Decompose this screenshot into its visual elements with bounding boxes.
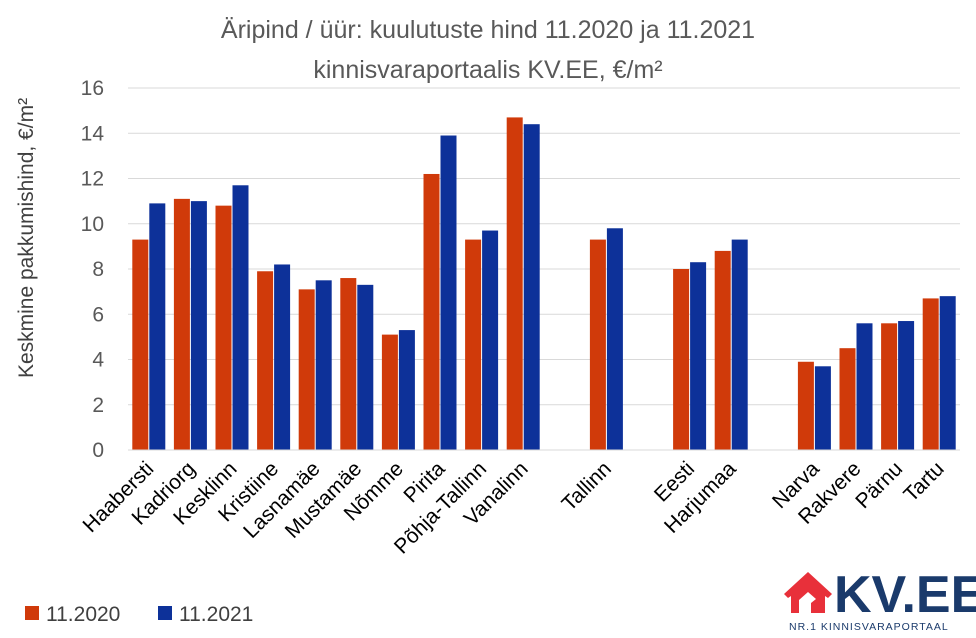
bar-11.2021-Rakvere <box>856 323 873 450</box>
legend: 11.2020 11.2021 <box>25 603 253 626</box>
y-axis-label: Keskmine pakkumishind, €/m² <box>15 98 38 378</box>
bar-11.2021-Pirita <box>440 135 457 450</box>
bar-11.2021-Kristiine <box>274 264 291 450</box>
chart-title-line1: Äripind / üür: kuulutuste hind 11.2020 j… <box>221 16 755 44</box>
bar-11.2020-Kadriorg <box>173 198 190 450</box>
bar-11.2020-Põhja-Tallinn <box>465 239 482 450</box>
bar-11.2020-Tartu <box>922 298 939 450</box>
bar-11.2020-Eesti <box>673 269 690 450</box>
y-tick-label: 12 <box>81 168 104 191</box>
bar-11.2020-Pärnu <box>881 323 898 450</box>
bar-11.2021-Mustamäe <box>357 284 374 450</box>
x-axis-category-labels: HaaberstiKadriorgKesklinnKristiineLasnam… <box>79 457 949 559</box>
legend-swatch-2020 <box>25 606 39 620</box>
x-tick-label: Tallinn <box>558 457 616 515</box>
gridlines <box>128 87 960 406</box>
bar-11.2020-Kesklinn <box>215 205 232 450</box>
bar-11.2021-Pärnu <box>898 321 915 450</box>
bar-11.2021-Kadriorg <box>190 201 207 450</box>
house-icon <box>784 572 832 613</box>
bar-11.2020-Harjumaa <box>714 250 731 450</box>
y-tick-label: 8 <box>92 258 104 281</box>
kv-ee-logo: KV.EE NR.1 KINNISVARAPORTAAL <box>784 566 976 633</box>
bar-11.2021-Tallinn <box>606 228 623 450</box>
bar-11.2021-Nõmme <box>398 330 415 450</box>
chart-title-line2: kinnisvaraportaalis KV.EE, €/m² <box>313 56 662 84</box>
bars <box>132 117 956 450</box>
y-tick-label: 2 <box>92 394 104 417</box>
y-tick-label: 0 <box>92 439 104 462</box>
bar-11.2021-Haabersti <box>149 203 166 450</box>
bar-11.2020-Nõmme <box>381 334 398 450</box>
bar-11.2021-Harjumaa <box>731 239 748 450</box>
y-axis-ticks: 0 2 4 6 8 10 12 14 16 <box>81 77 105 462</box>
bar-11.2020-Vanalinn <box>506 117 523 450</box>
bar-11.2020-Tallinn <box>589 239 606 450</box>
y-tick-label: 10 <box>81 213 104 236</box>
y-tick-label: 14 <box>81 122 105 145</box>
logo-wordmark: KV.EE <box>834 566 976 624</box>
bar-11.2020-Narva <box>797 361 814 450</box>
bar-11.2020-Rakvere <box>839 348 856 450</box>
bar-11.2020-Kristiine <box>257 271 274 450</box>
bar-11.2020-Lasnamäe <box>298 289 315 450</box>
bar-11.2021-Eesti <box>690 262 707 450</box>
legend-label-2021: 11.2021 <box>179 603 253 626</box>
legend-swatch-2021 <box>158 606 172 620</box>
y-tick-label: 16 <box>81 77 104 100</box>
y-tick-label: 4 <box>92 349 104 372</box>
bar-11.2020-Haabersti <box>132 239 149 450</box>
chart-title: Äripind / üür: kuulutuste hind 11.2020 j… <box>221 16 755 84</box>
logo-tagline: NR.1 KINNISVARAPORTAAL <box>789 621 949 633</box>
bar-11.2021-Tartu <box>939 296 956 450</box>
bar-11.2021-Põhja-Tallinn <box>482 230 499 450</box>
bar-11.2020-Pirita <box>423 173 440 450</box>
x-tick-label: Tartu <box>899 457 948 506</box>
x-tick-label: Pärnu <box>851 457 907 513</box>
bar-11.2021-Narva <box>814 366 831 450</box>
bar-11.2021-Vanalinn <box>523 124 540 450</box>
bar-11.2021-Lasnamäe <box>315 280 332 450</box>
legend-label-2020: 11.2020 <box>46 603 120 626</box>
y-tick-label: 6 <box>92 303 104 326</box>
bar-11.2021-Kesklinn <box>232 185 249 450</box>
bar-11.2020-Mustamäe <box>340 278 357 450</box>
